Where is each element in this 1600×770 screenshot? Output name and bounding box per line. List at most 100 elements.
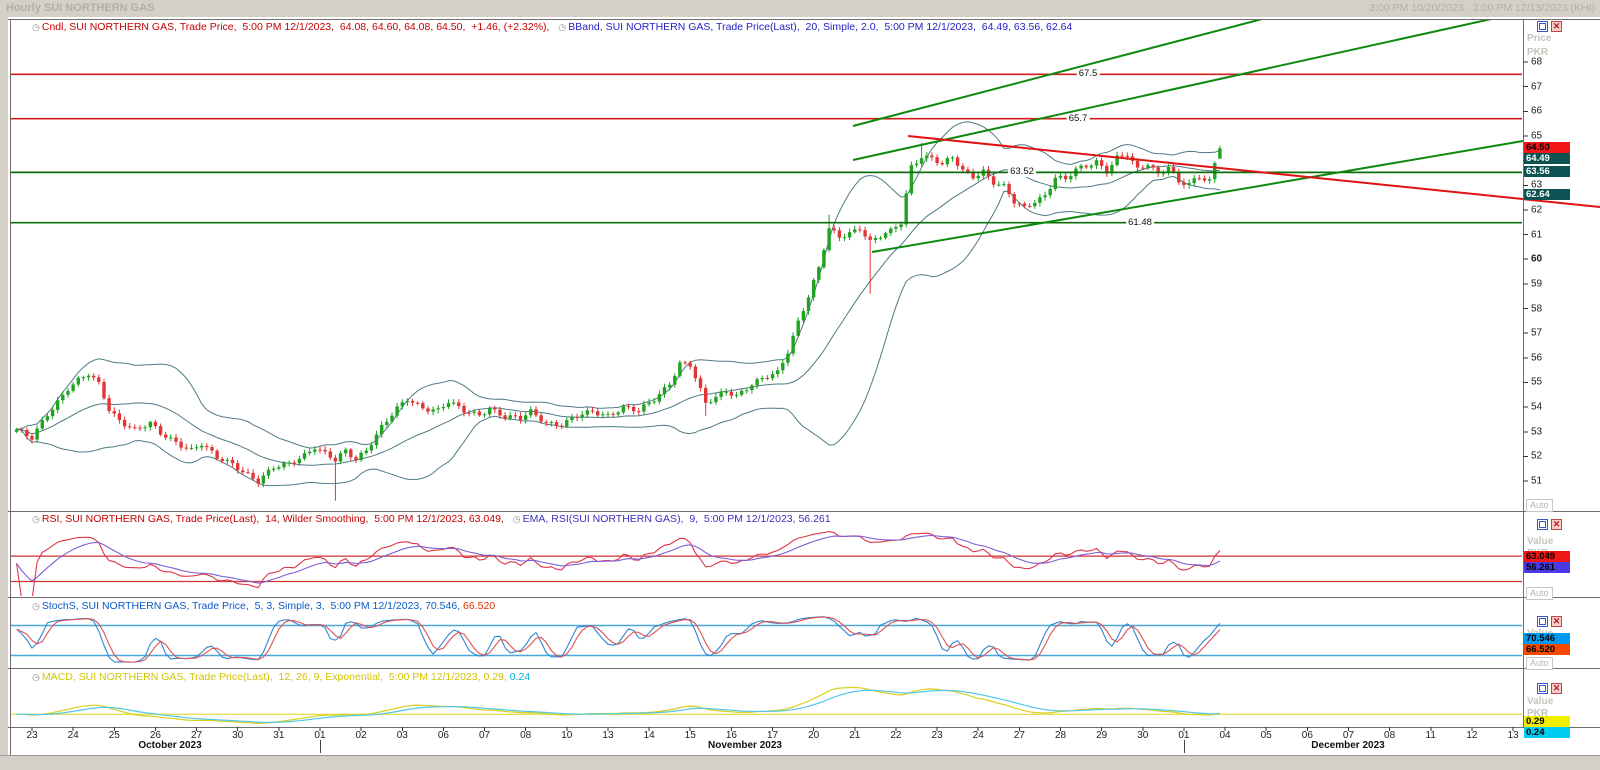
- minimize-icon: [1539, 521, 1546, 528]
- date-tick-label: 16: [725, 730, 737, 741]
- date-tick-label: 11: [1425, 730, 1436, 741]
- price-legend: ◷ Cndl, SUI NORTHERN GAS, Trade Price, 5:…: [26, 21, 1072, 33]
- stoch-auto-button[interactable]: Auto: [1526, 657, 1553, 670]
- date-tick-label: 23: [931, 730, 943, 741]
- date-tick-label: 14: [643, 730, 655, 741]
- rsi-legend-text-2[interactable]: EMA, RSI(SUI NORTHERN GAS), 9, 5:00 PM 1…: [522, 512, 831, 525]
- date-tick-label: 01: [1178, 730, 1190, 741]
- date-tick-label: 22: [890, 730, 902, 741]
- price-tick-label: 53: [1531, 426, 1543, 438]
- month-separator: [1184, 740, 1185, 753]
- price-axis-title: Price: [1527, 33, 1552, 44]
- macd-axis-title: Value: [1527, 696, 1554, 707]
- price-auto-button[interactable]: Auto: [1526, 499, 1553, 512]
- date-tick-label: 13: [1507, 730, 1519, 741]
- date-tick-label: 01: [314, 730, 326, 741]
- price-tick-label: 58: [1531, 303, 1543, 314]
- date-tick-label: 27: [1013, 730, 1025, 741]
- date-tick-label: 02: [355, 730, 367, 741]
- indicator-clock-icon: ◷: [512, 513, 521, 524]
- minimize-icon: [1539, 685, 1546, 692]
- price-legend-text-1[interactable]: Cndl, SUI NORTHERN GAS, Trade Price, 5:0…: [41, 21, 553, 33]
- price-tick-label: 54: [1531, 401, 1543, 413]
- macd-legend: ◷ MACD, SUI NORTHERN GAS, Trade Price(Las…: [26, 671, 530, 683]
- macd-axis-title: PKR: [1527, 708, 1549, 719]
- date-tick-label: 07: [1342, 730, 1355, 741]
- price-value-tag: 63.56: [1524, 166, 1570, 177]
- month-label: December 2023: [1311, 740, 1385, 751]
- date-tick-label: 23: [26, 730, 38, 741]
- price-tick-label: 65: [1531, 130, 1543, 142]
- price-close-button[interactable]: ✕: [1551, 21, 1562, 32]
- macd-close-button[interactable]: ✕: [1551, 683, 1562, 694]
- hline-label: 61.48: [1126, 216, 1154, 228]
- macd-value-tag: 0.24: [1524, 727, 1570, 738]
- macd-legend-text-2[interactable]: 0.24: [509, 670, 531, 683]
- price-minimize-button[interactable]: [1537, 21, 1548, 32]
- price-value-tag: 62.64: [1524, 189, 1570, 200]
- hline-label: 63.52: [1008, 166, 1036, 178]
- date-tick-label: 08: [520, 730, 532, 741]
- rsi-legend-text-1[interactable]: RSI, SUI NORTHERN GAS, Trade Price(Last)…: [41, 512, 507, 525]
- stoch-close-button[interactable]: ✕: [1551, 616, 1562, 627]
- date-tick-label: 03: [396, 730, 408, 741]
- indicator-clock-icon: ◷: [32, 513, 40, 524]
- hline-label: 65.7: [1066, 112, 1090, 124]
- month-label: November 2023: [708, 740, 782, 751]
- date-range-label: 3:00 PM 10/20/2023 - 2:00 PM 12/13/2023 …: [1369, 2, 1595, 14]
- price-tick-label: 67: [1531, 81, 1543, 93]
- price-tick-label: 66: [1531, 105, 1543, 117]
- hline-label: 67.5: [1076, 68, 1100, 80]
- date-tick-label: 24: [67, 730, 79, 741]
- date-tick-label: 21: [849, 730, 861, 741]
- date-tick-label: 24: [972, 730, 984, 741]
- rsi-close-button[interactable]: ✕: [1551, 519, 1562, 530]
- rsi-legend: ◷ RSI, SUI NORTHERN GAS, Trade Price(Last…: [26, 513, 831, 525]
- indicator-clock-icon: ◷: [32, 22, 40, 32]
- date-tick-label: 30: [232, 730, 244, 741]
- date-tick-label: 05: [1260, 730, 1272, 741]
- minimize-icon: [1539, 618, 1546, 625]
- price-tick-label: 55: [1531, 376, 1543, 388]
- indicator-clock-icon: ◷: [558, 22, 567, 32]
- rsi-axis-title: Value: [1527, 536, 1554, 547]
- price-value-tag: 64.49: [1524, 153, 1570, 164]
- rsi-value-tag: 56.261: [1524, 562, 1570, 573]
- price-value-tag: 64.50: [1524, 142, 1570, 153]
- price-tick-label: 52: [1531, 450, 1543, 462]
- month-separator: [320, 740, 321, 753]
- date-tick-label: 06: [1301, 730, 1313, 741]
- date-tick-label: 08: [1384, 730, 1396, 741]
- date-tick-label: 28: [1054, 730, 1067, 741]
- price-tick-label: 57: [1531, 327, 1543, 339]
- price-tick-label: 56: [1531, 352, 1543, 364]
- price-tick-label: 61: [1531, 229, 1543, 241]
- date-tick-label: 07: [478, 730, 491, 741]
- date-tick-label: 06: [437, 730, 449, 741]
- date-tick-label: 26: [149, 730, 161, 741]
- rsi-auto-button[interactable]: Auto: [1526, 587, 1553, 600]
- date-tick-label: 25: [108, 730, 120, 741]
- rsi-minimize-button[interactable]: [1537, 519, 1548, 530]
- price-tick-label: 51: [1531, 475, 1543, 487]
- date-tick-label: 04: [1219, 730, 1231, 741]
- date-tick-label: 12: [1466, 730, 1478, 741]
- stoch-minimize-button[interactable]: [1537, 616, 1548, 627]
- date-tick-label: 13: [602, 730, 614, 741]
- price-legend-text-2[interactable]: BBand, SUI NORTHERN GAS, Trade Price(Las…: [568, 21, 1073, 33]
- minimize-icon: [1539, 23, 1546, 30]
- rsi-value-tag: 63.049: [1524, 551, 1570, 562]
- date-tick-label: 30: [1137, 730, 1149, 741]
- macd-legend-text-1[interactable]: MACD, SUI NORTHERN GAS, Trade Price(Last…: [41, 670, 510, 683]
- stoch-legend-text-2[interactable]: 66.520: [463, 599, 496, 612]
- stoch-legend-text-1[interactable]: StochS, SUI NORTHERN GAS, Trade Price, 5…: [41, 599, 464, 612]
- window-titlebar[interactable]: Hourly SUI NORTHERN GAS 3:00 PM 10/20/20…: [0, 0, 1600, 16]
- price-tick-label: 60: [1531, 253, 1543, 265]
- month-label: October 2023: [138, 740, 202, 751]
- price-tick-label: 62: [1531, 204, 1543, 216]
- macd-value-tag: 0.29: [1524, 716, 1570, 727]
- macd-minimize-button[interactable]: [1537, 683, 1548, 694]
- date-tick-label: 15: [684, 730, 696, 741]
